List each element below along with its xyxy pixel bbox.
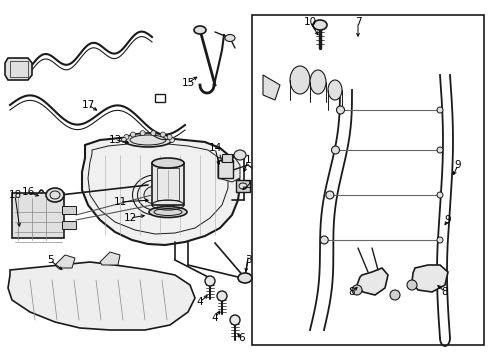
Text: 7: 7 xyxy=(354,17,361,27)
Polygon shape xyxy=(356,268,387,295)
Circle shape xyxy=(325,191,333,199)
Circle shape xyxy=(140,131,145,136)
Text: 6: 6 xyxy=(238,333,245,343)
Circle shape xyxy=(406,280,416,290)
Text: 13: 13 xyxy=(108,135,122,145)
Text: 12: 12 xyxy=(123,213,136,223)
Bar xyxy=(152,163,183,205)
Polygon shape xyxy=(100,252,120,265)
Bar xyxy=(157,168,179,200)
Polygon shape xyxy=(82,137,240,245)
Text: 15: 15 xyxy=(181,78,194,88)
Bar xyxy=(222,154,231,162)
Polygon shape xyxy=(5,58,32,80)
Circle shape xyxy=(169,138,174,143)
Circle shape xyxy=(336,106,344,114)
Bar xyxy=(218,160,232,178)
Circle shape xyxy=(436,237,442,243)
Text: 9: 9 xyxy=(444,215,450,225)
Ellipse shape xyxy=(46,188,64,202)
Ellipse shape xyxy=(224,35,235,41)
Polygon shape xyxy=(263,75,280,100)
Bar xyxy=(155,94,164,102)
Circle shape xyxy=(167,135,172,139)
Text: 18: 18 xyxy=(8,190,21,200)
Circle shape xyxy=(204,276,215,286)
Circle shape xyxy=(130,132,135,137)
Circle shape xyxy=(229,315,240,325)
Ellipse shape xyxy=(234,150,245,160)
Circle shape xyxy=(160,132,165,137)
Ellipse shape xyxy=(124,133,172,147)
Circle shape xyxy=(351,285,361,295)
Text: 4: 4 xyxy=(211,313,218,323)
Circle shape xyxy=(150,131,156,136)
Bar xyxy=(62,221,76,229)
Bar xyxy=(62,206,76,214)
Ellipse shape xyxy=(239,183,246,189)
Circle shape xyxy=(320,236,327,244)
Polygon shape xyxy=(218,158,240,182)
Text: 3: 3 xyxy=(244,255,251,265)
Text: 10: 10 xyxy=(303,17,316,27)
Circle shape xyxy=(331,146,339,154)
Text: 5: 5 xyxy=(46,255,53,265)
Circle shape xyxy=(389,290,399,300)
Polygon shape xyxy=(55,255,75,268)
Ellipse shape xyxy=(149,207,186,217)
Circle shape xyxy=(123,135,129,139)
Text: 11: 11 xyxy=(113,197,126,207)
Ellipse shape xyxy=(194,26,205,34)
Circle shape xyxy=(121,138,126,143)
Bar xyxy=(251,15,483,345)
Polygon shape xyxy=(411,265,447,292)
Text: 2: 2 xyxy=(244,180,251,190)
Ellipse shape xyxy=(238,273,251,283)
Circle shape xyxy=(436,147,442,153)
Text: 1: 1 xyxy=(244,155,251,165)
Text: 16: 16 xyxy=(21,187,35,197)
Bar xyxy=(10,61,28,77)
Ellipse shape xyxy=(309,70,325,94)
Ellipse shape xyxy=(289,66,309,94)
Text: 9: 9 xyxy=(454,160,460,170)
Circle shape xyxy=(217,291,226,301)
Ellipse shape xyxy=(327,80,341,100)
Circle shape xyxy=(436,192,442,198)
Ellipse shape xyxy=(143,186,165,204)
Ellipse shape xyxy=(152,158,183,168)
Circle shape xyxy=(436,107,442,113)
Text: 4: 4 xyxy=(196,297,203,307)
Bar xyxy=(12,193,64,238)
Text: 8: 8 xyxy=(348,287,355,297)
Polygon shape xyxy=(8,262,195,330)
Text: 14: 14 xyxy=(208,143,221,153)
Text: 8: 8 xyxy=(441,287,447,297)
Text: 17: 17 xyxy=(81,100,95,110)
Bar xyxy=(236,180,249,192)
Ellipse shape xyxy=(312,20,326,30)
